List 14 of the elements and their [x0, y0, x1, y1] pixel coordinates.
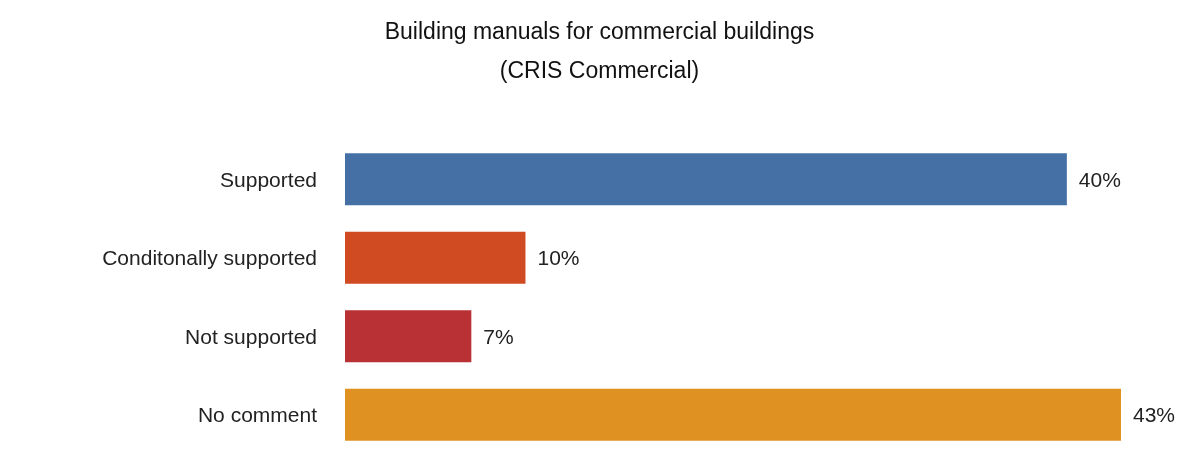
y-tick-label: Supported	[220, 167, 317, 191]
bar	[345, 153, 1067, 206]
data-label: 10%	[537, 246, 580, 270]
bar	[345, 310, 472, 363]
y-tick-label: Conditonally supported	[102, 246, 317, 270]
data-label: 7%	[483, 324, 514, 348]
bar	[345, 388, 1121, 441]
data-label: 40%	[1078, 167, 1121, 191]
y-tick-label: Not supported	[185, 324, 317, 348]
bar	[345, 231, 526, 284]
y-tick-label: No comment	[197, 403, 318, 427]
chart-subtitle: (CRIS Commercial)	[499, 56, 700, 83]
data-label: 43%	[1133, 403, 1176, 427]
chart-title: Building manuals for commercial buildings	[384, 17, 815, 44]
